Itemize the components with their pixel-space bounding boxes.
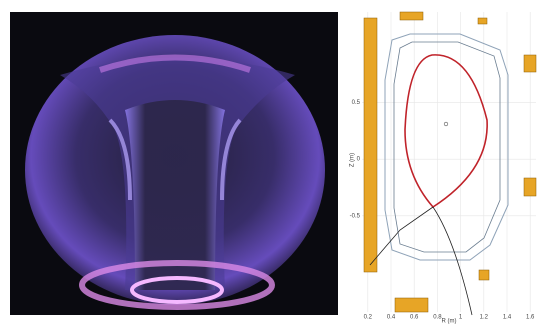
x-tick-label: 1.4: [503, 315, 512, 321]
diagram-bg: [348, 10, 537, 325]
x-tick-label: 0.6: [410, 315, 419, 321]
tokamak-diagram: [363, 11, 537, 316]
x-axis-label: R (m): [442, 319, 457, 325]
x-tick-label: 1: [459, 315, 463, 321]
plasma-photo: [10, 12, 338, 315]
y-tick-label: -0.5: [350, 213, 361, 219]
x-tick-label: 1.2: [480, 315, 489, 321]
y-tick-label: 0: [357, 157, 361, 163]
x-tick-label: 1.6: [526, 315, 535, 321]
x-tick-label: 0.4: [387, 315, 396, 321]
x-tick-label: 0.2: [364, 315, 373, 321]
x-tick-label: 0.8: [433, 315, 442, 321]
y-tick-label: 0.5: [352, 100, 361, 106]
y-axis-label: Z (m): [350, 153, 356, 167]
